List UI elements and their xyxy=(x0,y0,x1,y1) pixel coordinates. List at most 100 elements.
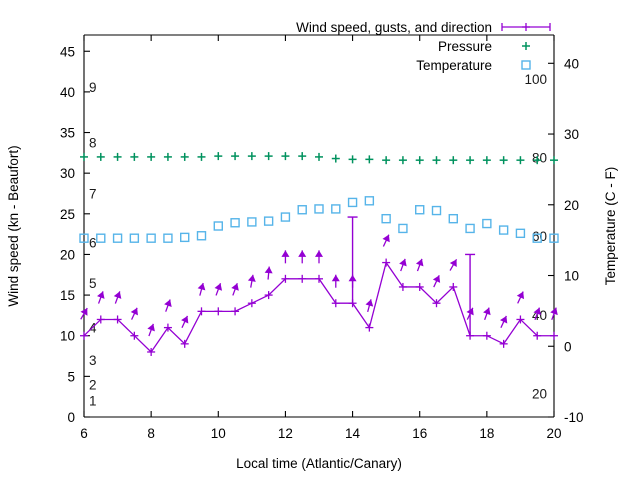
y-tick-label: 30 xyxy=(60,166,75,181)
legend-sample-temperature xyxy=(521,60,531,70)
temperature-marker xyxy=(515,228,526,239)
temperature-marker xyxy=(146,233,156,243)
beaufort-label-7: 7 xyxy=(89,186,97,201)
temperature-marker xyxy=(364,196,375,206)
wind-direction-arrow xyxy=(181,315,189,329)
y-tick-label: 45 xyxy=(60,44,75,59)
wind-direction-arrow xyxy=(382,234,390,247)
wind-direction-arrow xyxy=(533,307,541,321)
wind-direction-arrow xyxy=(147,323,155,337)
wind-direction-arrow xyxy=(399,258,407,272)
y-tick-label: 20 xyxy=(60,247,75,262)
x-tick-label: 18 xyxy=(479,426,494,441)
temperature-marker xyxy=(247,217,257,227)
temperature-marker xyxy=(381,213,391,224)
temperature-marker xyxy=(532,233,542,243)
wind-direction-arrow xyxy=(197,282,206,296)
wind-direction-arrow xyxy=(331,274,340,288)
temperature-marker xyxy=(213,221,223,231)
y2-tick-label: 10 xyxy=(564,269,579,284)
wind-direction-arrow xyxy=(130,307,138,320)
legend-label-1: Pressure xyxy=(438,39,492,54)
fahrenheit-label-100: 100 xyxy=(524,72,547,87)
wind-direction-arrow xyxy=(483,307,491,321)
wind-direction-arrow xyxy=(281,250,290,264)
wind-direction-arrow xyxy=(97,291,105,304)
temperature-marker xyxy=(196,231,207,241)
wind-direction-arrow xyxy=(500,315,508,329)
x-tick-label: 10 xyxy=(211,426,226,441)
x-tick-label: 20 xyxy=(546,426,561,441)
beaufort-label-1: 1 xyxy=(89,394,97,409)
wind-direction-arrow xyxy=(315,250,323,264)
y-tick-label: 0 xyxy=(67,410,75,425)
temperature-marker xyxy=(398,223,408,234)
wind-direction-arrow xyxy=(516,291,525,304)
temperature-marker xyxy=(347,197,358,208)
temperature-marker xyxy=(498,225,509,235)
wind-direction-arrow xyxy=(264,266,273,280)
wind-direction-arrow xyxy=(550,307,558,321)
beaufort-label-8: 8 xyxy=(89,135,97,150)
temperature-marker xyxy=(163,233,173,243)
beaufort-label-6: 6 xyxy=(89,235,97,250)
temperature-marker xyxy=(448,213,458,224)
temperature-marker xyxy=(79,233,89,243)
wind-direction-arrow xyxy=(113,291,122,304)
wind-direction-arrow xyxy=(80,307,88,320)
temperature-marker xyxy=(230,218,240,228)
beaufort-label-5: 5 xyxy=(89,276,97,291)
y-tick-label: 40 xyxy=(60,85,75,100)
y-tick-label: 15 xyxy=(60,288,75,303)
beaufort-label-3: 3 xyxy=(89,353,97,368)
wind-direction-arrow xyxy=(466,307,474,320)
y2-tick-label: 0 xyxy=(564,339,572,354)
y2-tick-label: 30 xyxy=(564,127,579,142)
wind-direction-arrow xyxy=(164,299,172,312)
temperature-marker xyxy=(482,218,492,229)
fahrenheit-label-20: 20 xyxy=(532,387,547,402)
legend-label-0: Wind speed, gusts, and direction xyxy=(296,20,492,35)
y-tick-label: 10 xyxy=(60,329,75,344)
x-tick-label: 14 xyxy=(345,426,361,441)
wind-direction-arrow xyxy=(231,283,239,296)
x-axis-title: Local time (Atlantic/Canary) xyxy=(236,456,402,471)
y2-axis-title: Temperature (C - F) xyxy=(603,167,618,286)
temperature-marker xyxy=(96,233,106,243)
y-tick-label: 5 xyxy=(67,369,75,384)
wind-direction-arrow xyxy=(432,275,441,288)
temperature-marker xyxy=(314,204,324,214)
x-tick-label: 12 xyxy=(278,426,293,441)
temperature-marker xyxy=(297,205,307,215)
y-axis-title: Wind speed (kn - Beaufort) xyxy=(6,145,21,306)
fahrenheit-label-60: 60 xyxy=(532,229,547,244)
wind-direction-arrow xyxy=(214,283,223,296)
temperature-marker xyxy=(112,233,123,243)
wind-direction-arrow xyxy=(449,259,458,271)
y-tick-label: 35 xyxy=(60,126,75,141)
temperature-marker xyxy=(415,205,425,215)
legend-label-2: Temperature xyxy=(416,58,492,73)
wind-direction-arrow xyxy=(348,274,357,288)
y2-tick-label: 40 xyxy=(564,56,579,71)
wind-direction-arrow xyxy=(298,250,307,264)
temperature-marker xyxy=(331,204,341,214)
y-tick-label: 25 xyxy=(60,207,75,222)
beaufort-label-9: 9 xyxy=(89,80,97,95)
x-tick-label: 8 xyxy=(147,426,155,441)
y2-tick-label: -10 xyxy=(564,410,584,425)
temperature-marker xyxy=(465,223,475,234)
wind-direction-arrow xyxy=(365,299,374,313)
temperature-marker xyxy=(263,216,274,226)
temperature-marker xyxy=(180,232,190,243)
x-tick-label: 16 xyxy=(412,426,427,441)
fahrenheit-label-80: 80 xyxy=(532,150,547,165)
x-tick-label: 6 xyxy=(80,426,88,441)
beaufort-label-2: 2 xyxy=(89,377,97,392)
beaufort-label-4: 4 xyxy=(89,321,97,336)
wind-direction-arrow xyxy=(247,274,256,288)
temperature-marker xyxy=(129,233,140,243)
temperature-marker xyxy=(431,205,442,216)
